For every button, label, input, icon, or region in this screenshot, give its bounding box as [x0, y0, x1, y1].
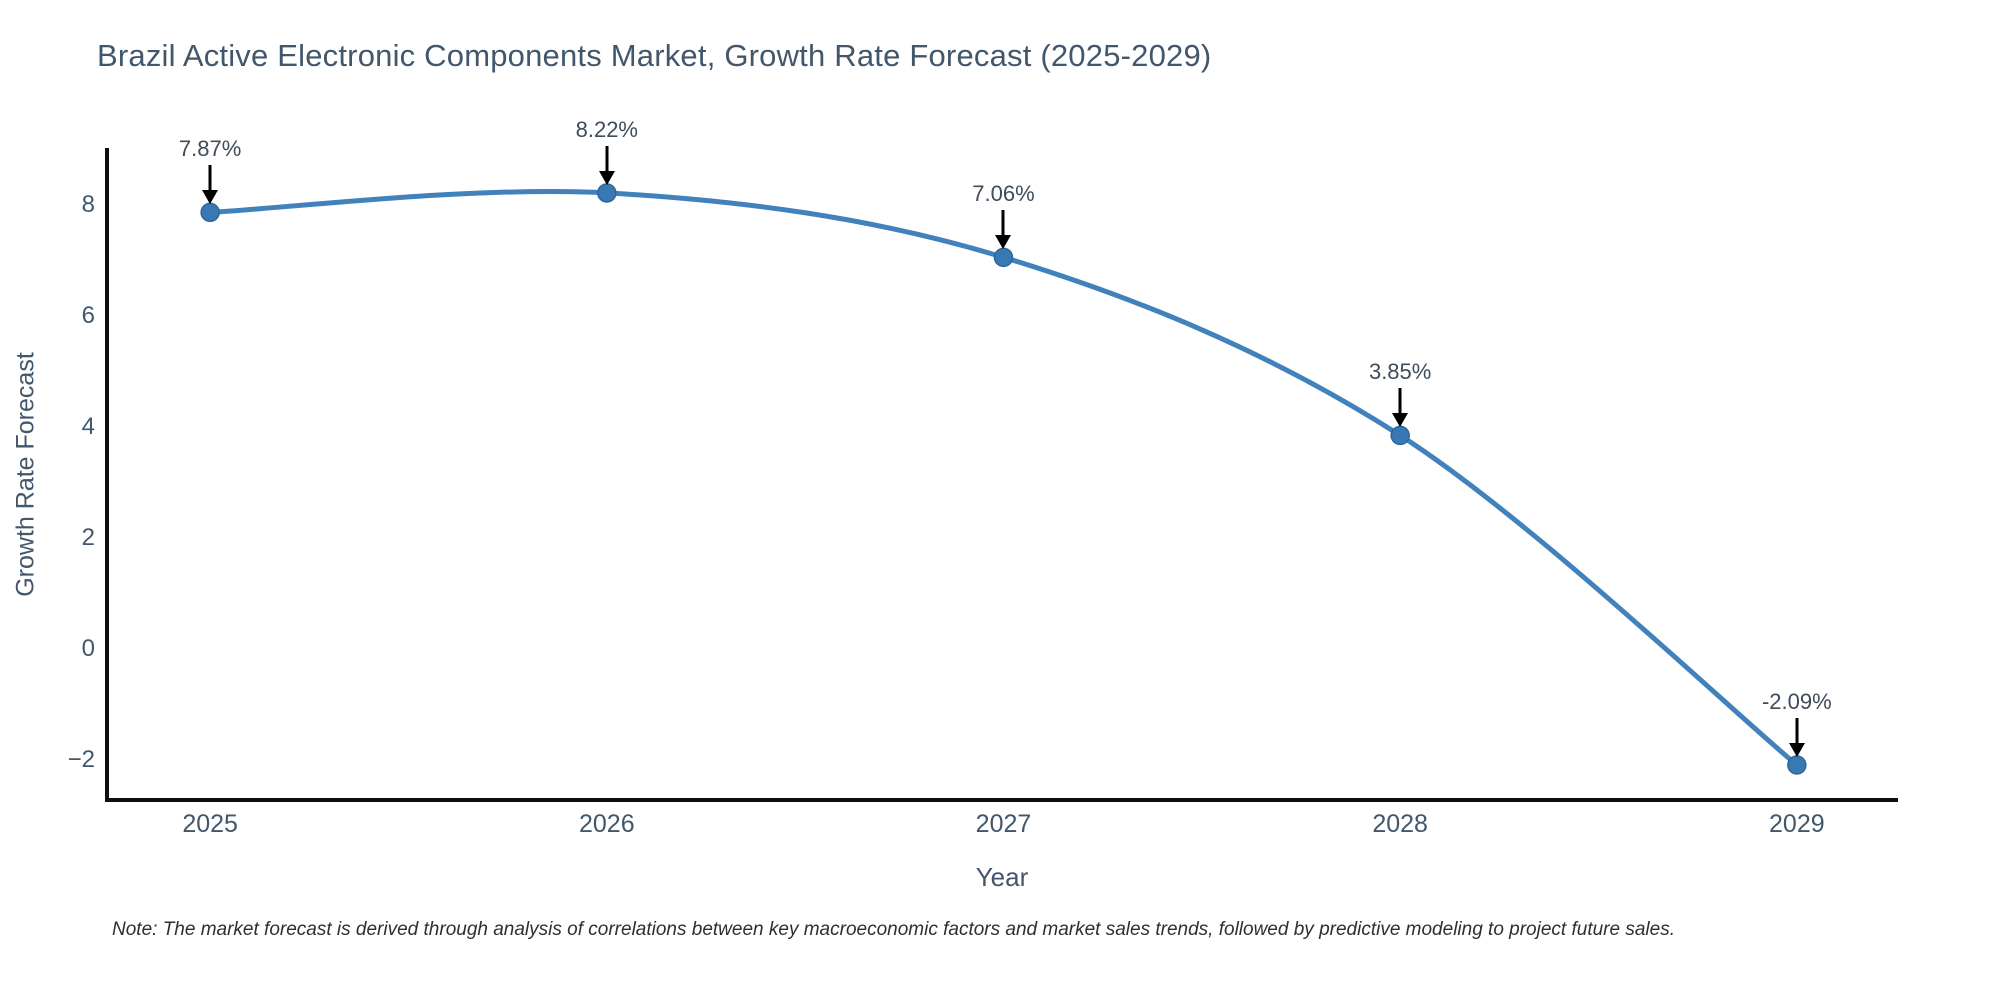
arrow-shaft: [1001, 210, 1005, 238]
chart-footnote: Note: The market forecast is derived thr…: [112, 919, 1675, 940]
point-value-label: -2.09%: [1762, 689, 1832, 715]
y-tick-label: 0: [81, 635, 95, 663]
y-tick-label: −2: [67, 746, 95, 774]
point-value-text: -2.09%: [1761, 689, 1832, 715]
arrow-head: [995, 235, 1012, 250]
y-axis-title: Growth Rate Forecast: [11, 352, 40, 597]
arrow-shaft: [1795, 718, 1799, 746]
x-tick-label: 2025: [182, 810, 238, 838]
arrow-head: [1392, 413, 1409, 428]
x-tick-label: 2028: [1372, 810, 1428, 838]
annotation-arrow-icon: [1788, 718, 1805, 758]
forecast-line: [207, 188, 1800, 768]
annotation-arrow-icon: [598, 145, 615, 185]
annotation-arrow-icon: [995, 210, 1012, 250]
y-tick-label: 8: [81, 191, 95, 219]
data-point-2025: [200, 202, 220, 223]
annotation-arrow-icon: [1392, 388, 1409, 428]
point-value-label: 7.87%: [179, 136, 241, 162]
arrow-shaft: [1398, 388, 1402, 416]
data-point-2027: [993, 247, 1014, 268]
x-tick-label: 2026: [579, 810, 635, 838]
arrow-head: [598, 170, 615, 185]
point-value-label: 3.85%: [1369, 359, 1431, 385]
data-point-2028: [1390, 425, 1410, 446]
annotation-arrow-icon: [202, 165, 219, 205]
chart-title: Brazil Active Electronic Components Mark…: [97, 38, 1212, 73]
arrow-head: [1788, 743, 1805, 758]
point-value-text: 8.22%: [575, 116, 639, 142]
y-tick-label: 2: [81, 524, 95, 552]
point-value-text: 7.06%: [972, 181, 1035, 207]
point-value-label: 7.06%: [972, 181, 1034, 207]
arrow-shaft: [605, 145, 609, 173]
x-tick-label: 2027: [975, 810, 1032, 838]
point-value-text: 7.87%: [178, 136, 242, 162]
x-tick-label: 2029: [1769, 810, 1825, 838]
data-point-2029: [1787, 755, 1807, 775]
arrow-shaft: [208, 165, 212, 193]
y-tick-label: 4: [81, 413, 95, 441]
point-value-text: 3.85%: [1368, 359, 1432, 385]
data-point-2026: [597, 183, 617, 203]
arrow-head: [202, 190, 219, 205]
x-axis-title: Year: [975, 862, 1029, 892]
point-value-label: 8.22%: [576, 117, 638, 143]
y-tick-label: 6: [81, 302, 95, 330]
